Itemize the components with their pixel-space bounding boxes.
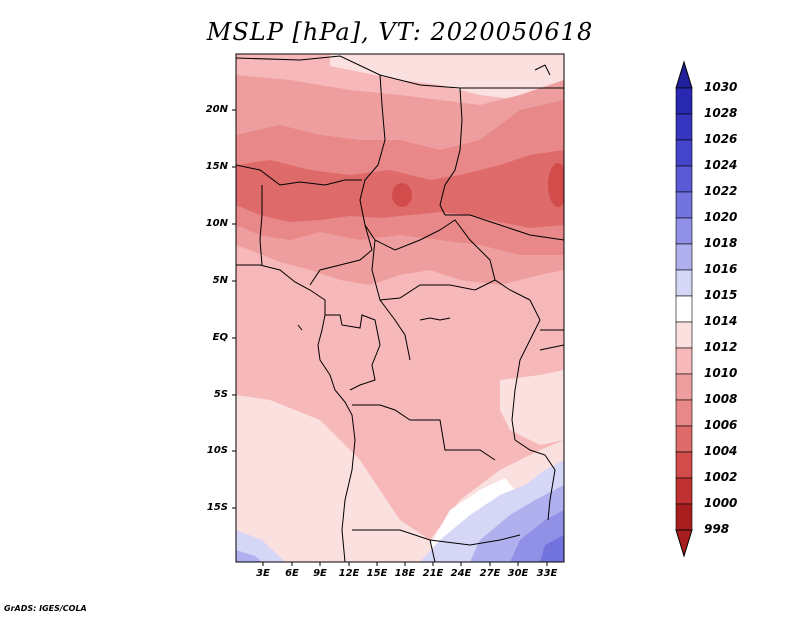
- lat-label: 15N: [205, 161, 228, 172]
- colorbar-level-label: 1016: [704, 262, 738, 276]
- colorbar-swatch: [675, 347, 693, 375]
- colorbar-swatch: [675, 139, 693, 167]
- lakes-east: [511, 299, 541, 441]
- colorbar-level-label: 1024: [704, 158, 738, 172]
- lon-label: 33E: [536, 568, 558, 579]
- lon-label: 27E: [479, 568, 501, 579]
- colorbar-level-label: 1010: [704, 366, 738, 380]
- lat-label: EQ: [212, 332, 228, 343]
- pressure-region-1016-southwest: [236, 550, 262, 562]
- border-car-north: [374, 219, 496, 281]
- colorbar-swatch: [675, 243, 693, 271]
- colorbar-swatch: [675, 217, 693, 245]
- lat-label: 15S: [206, 502, 228, 513]
- border-northern: [236, 55, 564, 89]
- pressure-region-1002-west: [392, 183, 412, 207]
- colorbar-top-arrow: [675, 60, 693, 89]
- lat-label: 20N: [205, 104, 228, 115]
- colorbar-swatch: [675, 191, 693, 219]
- colorbar-level-label: 1018: [704, 236, 738, 250]
- colorbar-bottom-arrow: [675, 529, 693, 558]
- lon-label: 3E: [256, 568, 270, 579]
- lon-label: 30E: [507, 568, 529, 579]
- colorbar-swatch: [675, 425, 693, 453]
- border-uganda: [539, 344, 564, 351]
- coastline-ne: [534, 64, 551, 76]
- border-zambia: [429, 539, 436, 562]
- colorbar-level-label: 1004: [704, 444, 738, 458]
- lon-label: 12E: [338, 568, 360, 579]
- colorbar-swatch: [675, 87, 693, 115]
- border-nigeria-north: [236, 164, 362, 186]
- colorbar-level-label: 1026: [704, 132, 738, 146]
- colorbar-swatch: [675, 165, 693, 193]
- colorbar-swatch: [675, 269, 693, 297]
- coastline-west: [236, 264, 356, 562]
- colorbar-swatch: [675, 373, 693, 401]
- island-a: [297, 324, 303, 331]
- lon-label: 6E: [285, 568, 299, 579]
- border-cameroon: [309, 224, 373, 286]
- lon-label: 18E: [394, 568, 416, 579]
- lat-label: 5S: [213, 389, 228, 400]
- colorbar-level-label: 1030: [704, 80, 738, 94]
- colorbar-level-label: 1002: [704, 470, 738, 484]
- border-angola-drc: [352, 404, 496, 461]
- map-title: MSLP [hPa], VT: 2020050618: [206, 18, 594, 46]
- border-chad-sudan: [439, 87, 463, 216]
- map-boundaries: [236, 55, 564, 562]
- border-chad-niger: [359, 74, 386, 241]
- colorbar-swatch: [675, 295, 693, 323]
- footer-credit: GrADS: IGES/COLA: [4, 604, 87, 613]
- pressure-region-1002-east: [548, 163, 564, 207]
- colorbar: [675, 60, 693, 558]
- map-frame: [235, 53, 565, 563]
- colorbar-level-label: 1008: [704, 392, 738, 406]
- colorbar-swatch: [675, 399, 693, 427]
- border-benin: [259, 185, 263, 266]
- lon-label: 9E: [313, 568, 327, 579]
- pressure-region-1012-east: [500, 370, 564, 445]
- lat-label: 5N: [212, 275, 228, 286]
- lon-label: 15E: [366, 568, 388, 579]
- border-congo: [325, 314, 381, 391]
- colorbar-level-label: 1000: [704, 496, 738, 510]
- colorbar-swatch: [675, 451, 693, 479]
- pressure-field: [236, 54, 564, 562]
- colorbar-level-label: 1022: [704, 184, 738, 198]
- border-angola-south: [352, 529, 521, 546]
- lat-label: 10N: [205, 218, 228, 229]
- colorbar-swatch: [675, 113, 693, 141]
- border-tanzania: [514, 439, 556, 521]
- border-car-south: [371, 239, 531, 301]
- lon-label: 21E: [422, 568, 444, 579]
- border-sudan-south: [445, 214, 564, 241]
- lon-label: 24E: [450, 568, 472, 579]
- colorbar-level-label: 1028: [704, 106, 738, 120]
- colorbar-level-label: 1015: [704, 288, 738, 302]
- axis-ticks: [232, 109, 548, 566]
- colorbar-level-label: 1006: [704, 418, 738, 432]
- pressure-region-1020: [540, 535, 564, 562]
- colorbar-level-label: 1012: [704, 340, 738, 354]
- colorbar-swatch: [675, 503, 693, 531]
- colorbar-swatch: [675, 321, 693, 349]
- colorbar-level-label: 998: [704, 522, 730, 536]
- lat-label: 10S: [206, 445, 228, 456]
- river-congo: [379, 299, 411, 361]
- colorbar-swatch: [675, 477, 693, 505]
- colorbar-level-label: 1020: [704, 210, 738, 224]
- lake-a: [419, 317, 451, 321]
- colorbar-level-label: 1014: [704, 314, 738, 328]
